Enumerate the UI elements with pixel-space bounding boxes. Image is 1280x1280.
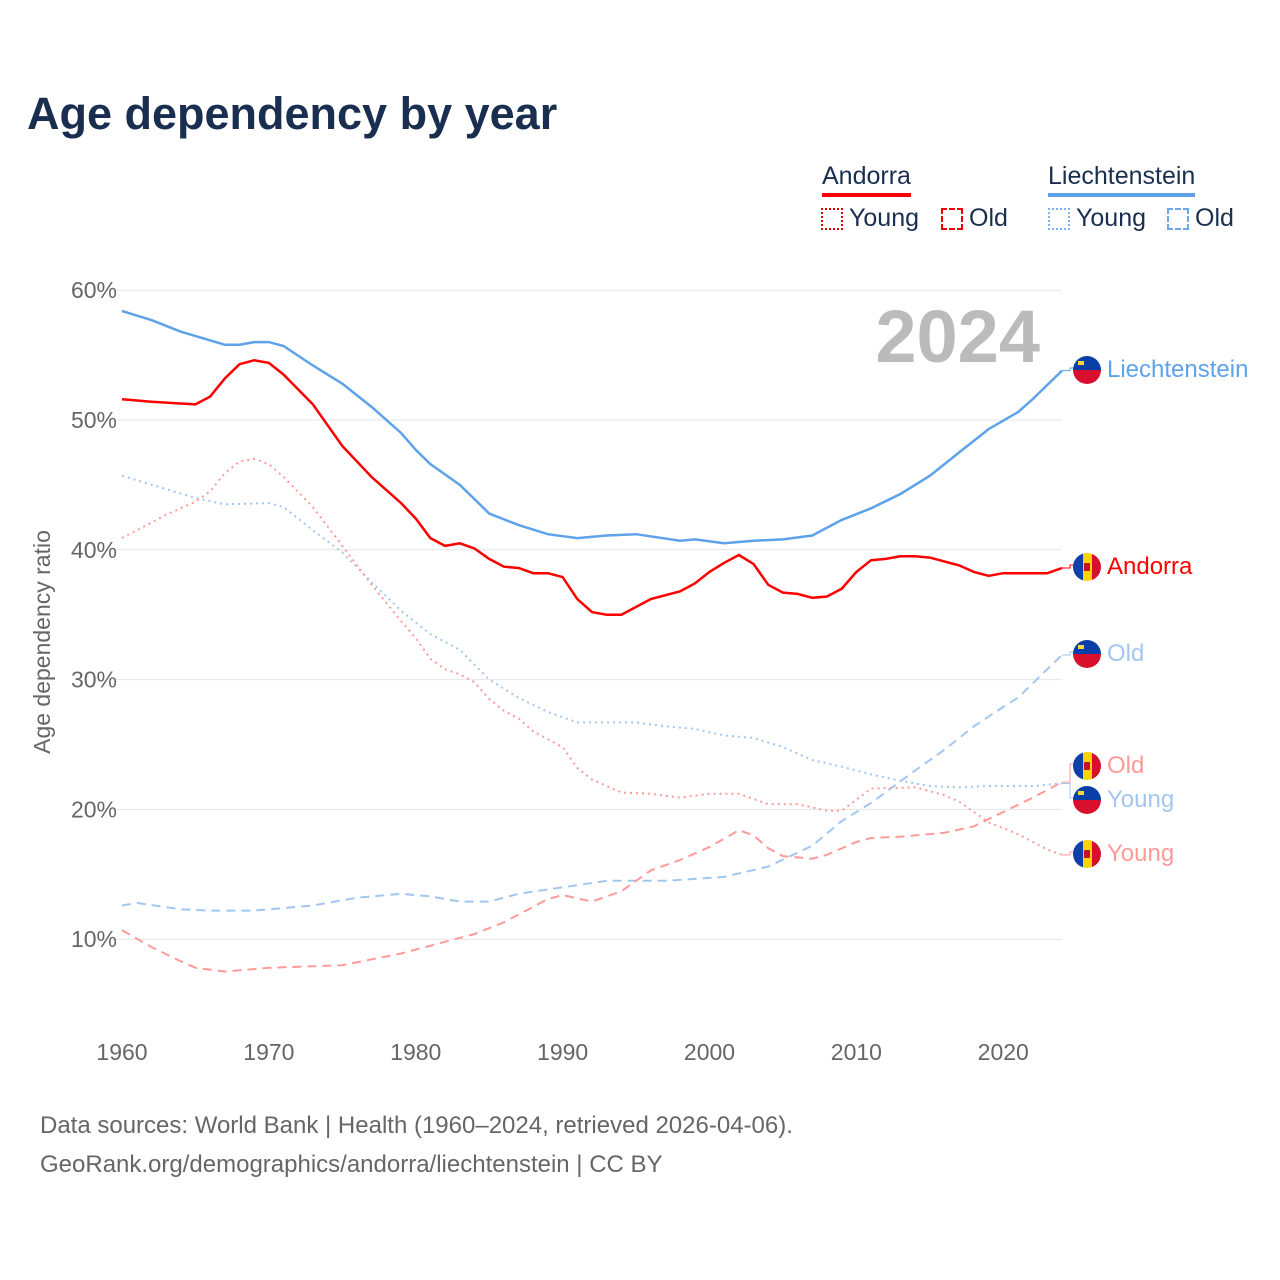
series-line-li_young xyxy=(121,474,1063,789)
end-label-ad_young: Young xyxy=(1107,840,1174,867)
year-watermark: 2024 xyxy=(875,295,1040,378)
dashed-swatch-icon xyxy=(1167,207,1189,230)
y-tick-label: 10% xyxy=(71,926,117,952)
legend-andorra-old[interactable]: Old xyxy=(941,204,1008,233)
label-connector xyxy=(1062,651,1074,656)
legend-andorra-young[interactable]: Young xyxy=(821,204,919,233)
series-line-li_old xyxy=(121,654,1063,912)
andorra-flag-icon xyxy=(1073,553,1101,581)
y-tick-label: 20% xyxy=(71,796,117,822)
legend-label: Young xyxy=(849,204,919,232)
legend-liechtenstein-old[interactable]: Old xyxy=(1167,204,1234,233)
source-link[interactable]: GeoRank.org/demographics/andorra/liechte… xyxy=(40,1151,663,1178)
andorra-flag-icon xyxy=(1073,752,1101,780)
andorra-flag-icon xyxy=(1073,840,1101,868)
legend-label: Old xyxy=(1195,204,1234,232)
chart-title: Age dependency by year xyxy=(27,88,558,139)
label-connector xyxy=(1062,782,1074,799)
footer: Data sources: World Bank | Health (1960–… xyxy=(40,1106,793,1184)
x-tick-label: 2010 xyxy=(831,1039,882,1065)
label-connector xyxy=(1062,367,1074,372)
series-line-ad_old xyxy=(121,781,1063,973)
x-tick-label: 1980 xyxy=(390,1039,441,1065)
dotted-swatch-icon xyxy=(821,207,843,230)
end-label-ad_old: Old xyxy=(1107,752,1144,779)
label-connector xyxy=(1062,851,1074,856)
y-tick-label: 40% xyxy=(71,537,117,563)
dashed-swatch-icon xyxy=(941,207,963,230)
y-tick-label: 60% xyxy=(71,277,117,303)
x-tick-label: 1960 xyxy=(96,1039,147,1065)
liechtenstein-flag-icon xyxy=(1073,786,1101,814)
label-connector xyxy=(1062,564,1074,569)
legend-label: Young xyxy=(1076,204,1146,232)
end-label-ad_total: Andorra xyxy=(1107,553,1193,580)
x-tick-label: 1990 xyxy=(537,1039,588,1065)
label-connector xyxy=(1062,763,1074,783)
end-label-li_old: Old xyxy=(1107,640,1144,667)
liechtenstein-flag-icon xyxy=(1073,640,1101,668)
series-line-ad_total xyxy=(121,359,1063,616)
legend-label: Old xyxy=(969,204,1008,232)
x-tick-label: 1970 xyxy=(243,1039,294,1065)
series-line-li_total xyxy=(121,309,1063,545)
dotted-swatch-icon xyxy=(1048,207,1070,230)
liechtenstein-flag-icon xyxy=(1073,356,1101,384)
legend-liechtenstein: Liechtenstein xyxy=(1048,162,1196,197)
data-source: Data sources: World Bank | Health (1960–… xyxy=(40,1112,793,1139)
legend-liechtenstein-young[interactable]: Young xyxy=(1048,204,1146,233)
end-label-li_total: Liechtenstein xyxy=(1107,356,1248,383)
series-line-ad_young xyxy=(121,457,1063,856)
legend-andorra: Andorra xyxy=(822,162,911,197)
x-tick-label: 2000 xyxy=(684,1039,735,1065)
end-label-li_young: Young xyxy=(1107,786,1174,813)
y-tick-label: 30% xyxy=(71,667,117,693)
x-tick-label: 2020 xyxy=(978,1039,1029,1065)
y-axis-label: Age dependency ratio xyxy=(29,530,55,754)
y-tick-label: 50% xyxy=(71,407,117,433)
